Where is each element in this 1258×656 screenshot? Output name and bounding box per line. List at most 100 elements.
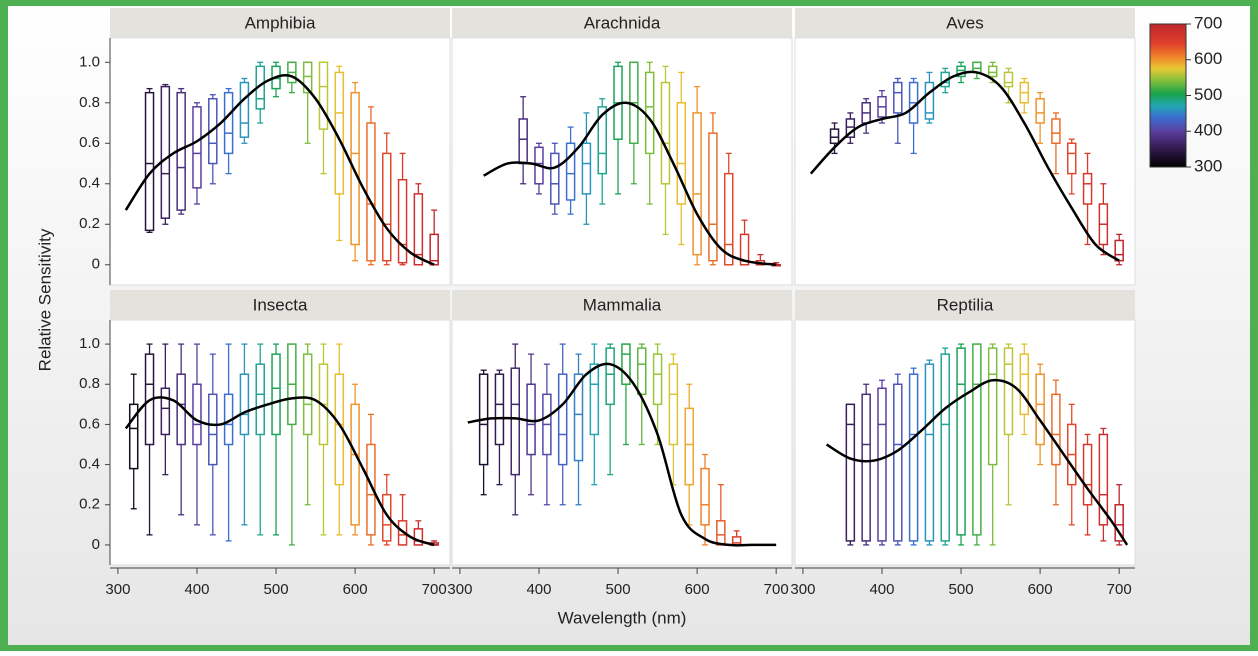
box <box>1020 354 1028 414</box>
box <box>1084 174 1092 204</box>
box <box>1004 348 1012 434</box>
panel-title: Mammalia <box>583 295 662 314</box>
figure: Relative Sensitivity Wavelength (nm) Amp… <box>0 0 1258 651</box>
x-tick-label: 300 <box>105 581 130 598</box>
box <box>661 83 669 184</box>
x-tick-label: 400 <box>869 581 894 598</box>
box <box>272 354 280 434</box>
box <box>582 143 590 194</box>
y-tick-label: 0.6 <box>79 415 100 432</box>
x-tick-label: 500 <box>949 581 974 598</box>
box <box>146 93 154 231</box>
x-tick-label: 600 <box>1028 581 1053 598</box>
box <box>925 364 933 541</box>
y-tick-label: 0.2 <box>79 496 100 513</box>
panel-title: Amphibia <box>245 13 316 32</box>
colorbar-tick-label: 400 <box>1194 121 1222 140</box>
panel-title: Reptilia <box>937 295 994 314</box>
x-tick-label: 400 <box>526 581 551 598</box>
box <box>717 521 725 545</box>
y-tick-label: 0.6 <box>79 134 100 151</box>
box <box>957 348 965 535</box>
page: Relative Sensitivity Wavelength (nm) Amp… <box>0 0 1258 651</box>
box <box>685 408 693 484</box>
box <box>209 394 217 464</box>
box <box>941 354 949 541</box>
x-tick-label: 700 <box>1107 581 1132 598</box>
colorbar-tick-label: 700 <box>1194 13 1222 32</box>
y-tick-label: 0 <box>92 536 100 553</box>
box <box>161 87 169 219</box>
y-tick-label: 0.4 <box>79 456 100 473</box>
box <box>193 384 201 444</box>
box <box>831 129 839 143</box>
x-tick-label: 700 <box>764 581 789 598</box>
box <box>383 153 391 260</box>
box <box>559 374 567 464</box>
box <box>701 469 709 525</box>
x-tick-label: 300 <box>790 581 815 598</box>
panel-title: Aves <box>946 13 984 32</box>
y-tick-label: 0.2 <box>79 215 100 232</box>
box <box>304 354 312 434</box>
x-tick-label: 600 <box>343 581 368 598</box>
box <box>551 153 559 204</box>
panel-title: Insecta <box>253 295 308 314</box>
panel-title: Arachnida <box>584 13 661 32</box>
y-axis-label: Relative Sensitivity <box>35 228 54 371</box>
box <box>1052 394 1060 464</box>
panel: Reptilia 300 400 500 600 700 <box>790 290 1135 598</box>
y-tick-label: 1.0 <box>79 335 100 352</box>
box <box>725 174 733 265</box>
box <box>654 354 662 404</box>
x-tick-label: 500 <box>264 581 289 598</box>
y-tick-label: 0.8 <box>79 94 100 111</box>
box <box>910 374 918 541</box>
x-tick-label: 300 <box>447 581 472 598</box>
y-tick-label: 0.4 <box>79 175 100 192</box>
box <box>590 364 598 434</box>
box <box>519 119 527 164</box>
box <box>399 180 407 263</box>
box <box>693 113 701 255</box>
box <box>878 388 886 541</box>
colorbar-tick-label: 500 <box>1194 85 1222 104</box>
panel: Insecta 0 0.2 0.4 0.6 0.8 1.0 300 400 500 600 700 <box>79 290 450 598</box>
x-tick-label: 600 <box>685 581 710 598</box>
box <box>646 72 654 153</box>
box <box>894 83 902 113</box>
box <box>511 368 519 474</box>
box <box>240 374 248 434</box>
colorbar-tick-label: 300 <box>1194 156 1222 175</box>
box <box>161 388 169 434</box>
colorbar-tick-label: 600 <box>1194 49 1222 68</box>
x-tick-label: 700 <box>422 581 447 598</box>
x-tick-label: 500 <box>606 581 631 598</box>
x-tick-label: 400 <box>184 581 209 598</box>
box <box>669 364 677 444</box>
box <box>1068 143 1076 173</box>
box <box>862 394 870 541</box>
colorbar <box>1150 24 1186 167</box>
panel: Arachnida <box>452 8 792 285</box>
box <box>894 384 902 541</box>
panel: Amphibia00.20.40.60.81.0 <box>79 8 450 285</box>
box <box>1036 99 1044 123</box>
box <box>989 66 997 76</box>
box <box>256 364 264 434</box>
box <box>351 404 359 524</box>
panel: Mammalia 300 400 500 600 700 <box>447 290 792 598</box>
y-tick-label: 0.8 <box>79 375 100 392</box>
box <box>733 537 741 545</box>
box <box>989 348 997 464</box>
box <box>1084 445 1092 505</box>
box <box>367 123 375 261</box>
y-tick-label: 1.0 <box>79 53 100 70</box>
box <box>1004 72 1012 86</box>
panel: Aves <box>795 8 1135 285</box>
box <box>973 344 981 535</box>
box <box>638 348 646 394</box>
box <box>1052 119 1060 143</box>
box <box>495 374 503 444</box>
box <box>225 93 233 154</box>
